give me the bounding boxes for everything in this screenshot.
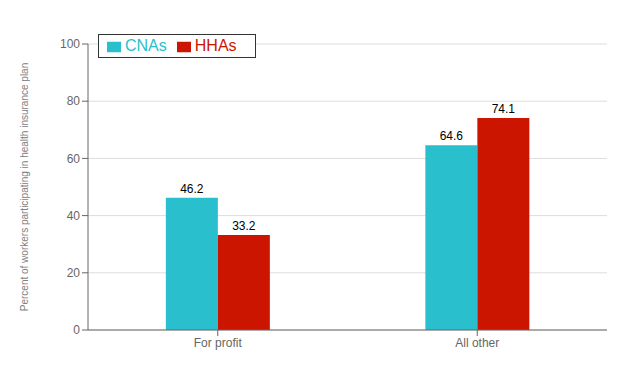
svg-text:46.2: 46.2: [180, 182, 204, 196]
svg-text:20: 20: [67, 266, 81, 280]
svg-text:60: 60: [67, 152, 81, 166]
svg-text:64.6: 64.6: [440, 129, 464, 143]
svg-text:For profit: For profit: [194, 336, 243, 350]
svg-text:33.2: 33.2: [232, 219, 256, 233]
svg-text:74.1: 74.1: [492, 102, 516, 116]
html-text:CNAs: CNAs: [125, 37, 167, 54]
svg-text:40: 40: [67, 209, 81, 223]
svg-text:80: 80: [67, 94, 81, 108]
svg-text:0: 0: [73, 323, 80, 337]
html-text:HHAs: HHAs: [194, 37, 237, 54]
svg-text:100: 100: [60, 37, 80, 51]
svg-text:Percent of workers participati: Percent of workers participating in heal…: [19, 63, 30, 311]
svg-text:All other: All other: [455, 336, 499, 350]
